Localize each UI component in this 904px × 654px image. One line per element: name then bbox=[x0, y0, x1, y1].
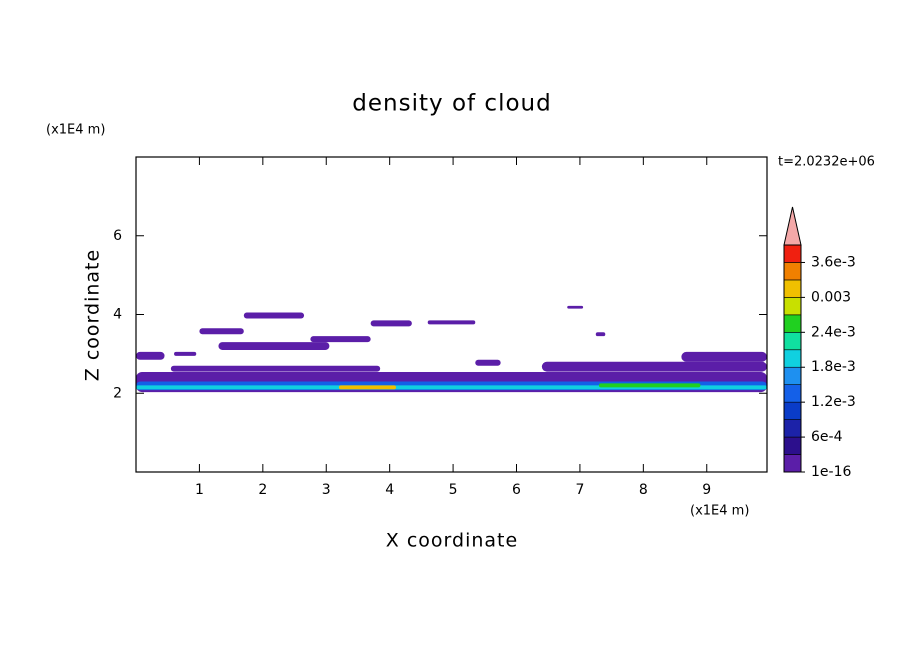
colorbar-segment bbox=[783, 244, 802, 263]
x-tick-label: 6 bbox=[512, 482, 521, 498]
contour-region bbox=[475, 359, 501, 366]
y-tick-label: 2 bbox=[113, 385, 122, 401]
x-tick-label: 3 bbox=[322, 482, 331, 498]
contour-region bbox=[541, 361, 767, 372]
colorbar-segment bbox=[783, 401, 802, 420]
colorbar-segment bbox=[783, 279, 802, 298]
contour-region bbox=[170, 365, 381, 372]
contour-region bbox=[310, 336, 371, 343]
x-tick-label: 4 bbox=[385, 482, 394, 498]
y-unit: (x1E4 m) bbox=[46, 123, 105, 138]
x-unit: (x1E4 m) bbox=[690, 504, 749, 519]
x-tick-label: 8 bbox=[639, 482, 648, 498]
colorbar-segment bbox=[783, 366, 802, 385]
y-tick-label: 4 bbox=[113, 307, 122, 323]
contour-region bbox=[370, 320, 412, 327]
colorbar-tick-label: 1.8e-3 bbox=[811, 359, 856, 375]
colorbar-tick-label: 1.2e-3 bbox=[811, 394, 856, 410]
y-tick-label: 6 bbox=[113, 228, 122, 244]
contour-region bbox=[338, 385, 397, 390]
colorbar-segment bbox=[783, 332, 802, 351]
contour-region bbox=[681, 351, 767, 362]
x-tick-label: 1 bbox=[195, 482, 204, 498]
plot-frame bbox=[135, 156, 768, 473]
y-axis-title: Z coordinate bbox=[82, 249, 104, 381]
colorbar-tick-label: 6e-4 bbox=[811, 429, 843, 445]
contour-region bbox=[595, 332, 606, 337]
x-tick-label: 7 bbox=[575, 482, 584, 498]
colorbar-segment bbox=[783, 436, 802, 455]
chart-title: density of cloud bbox=[352, 91, 551, 117]
colorbar-tick-label: 3.6e-3 bbox=[811, 254, 856, 270]
colorbar-segment bbox=[783, 419, 802, 438]
colorbar-tick-label: 1e-16 bbox=[811, 464, 851, 480]
contour-region bbox=[243, 312, 305, 319]
contour-region bbox=[567, 305, 584, 309]
contour-region bbox=[598, 383, 701, 388]
x-tick-label: 2 bbox=[258, 482, 267, 498]
colorbar-segment bbox=[783, 262, 802, 281]
contour-region bbox=[174, 351, 197, 356]
colorbar-segment bbox=[783, 454, 802, 473]
x-axis-title: X coordinate bbox=[386, 530, 518, 552]
contour-region bbox=[199, 328, 244, 335]
colorbar-segment bbox=[783, 314, 802, 333]
colorbar-extension bbox=[783, 206, 802, 246]
time-label: t=2.0232e+06 bbox=[778, 155, 875, 170]
x-tick-label: 5 bbox=[449, 482, 458, 498]
colorbar-frame bbox=[783, 244, 802, 473]
colorbar-tick-label: 0.003 bbox=[811, 289, 851, 305]
colorbar-segment bbox=[783, 297, 802, 316]
x-tick-label: 9 bbox=[702, 482, 711, 498]
contour-region bbox=[136, 351, 165, 360]
colorbar-tick-label: 2.4e-3 bbox=[811, 324, 856, 340]
colorbar-segment bbox=[783, 384, 802, 403]
contour-region bbox=[218, 342, 330, 350]
colorbar-segment bbox=[783, 349, 802, 368]
contour-region bbox=[427, 320, 476, 325]
